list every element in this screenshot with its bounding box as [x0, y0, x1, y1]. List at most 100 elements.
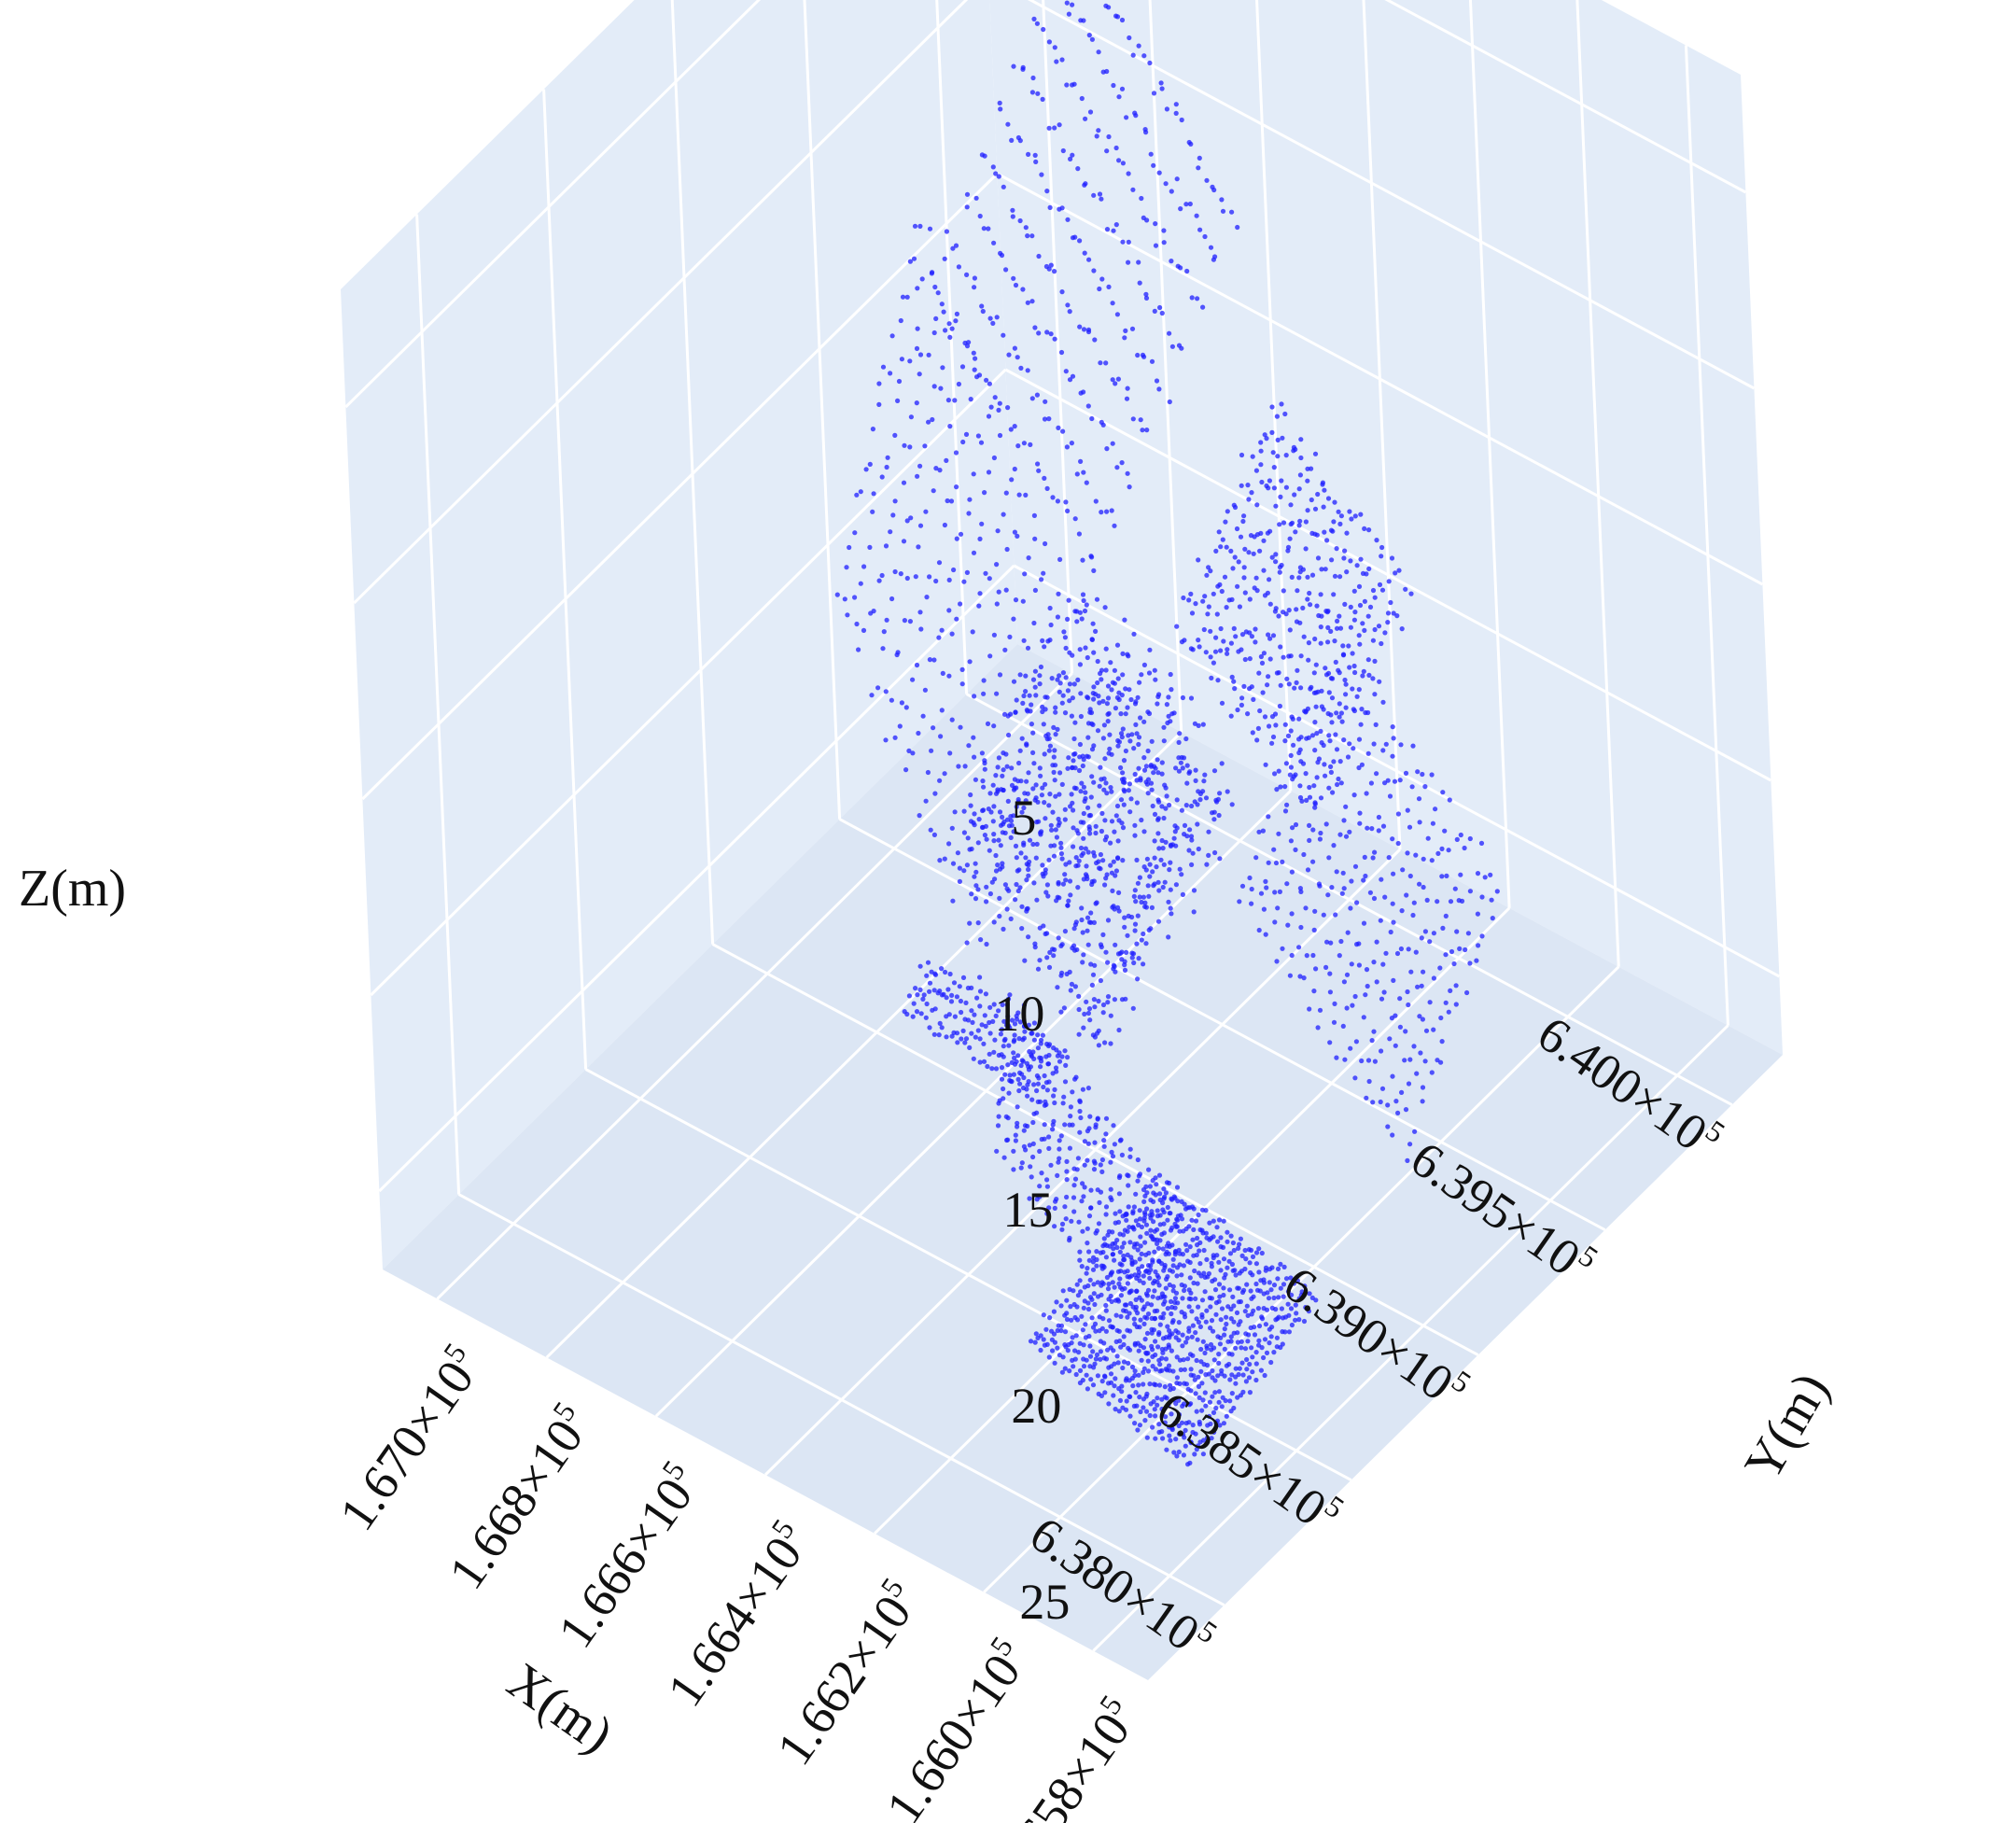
data-point	[1170, 1263, 1176, 1269]
data-point	[1221, 1292, 1226, 1298]
grid-wall-z	[361, 172, 999, 801]
data-point	[949, 825, 955, 831]
data-point	[1236, 559, 1241, 565]
data-point	[1051, 724, 1057, 731]
data-point	[1029, 722, 1034, 727]
data-point	[1114, 465, 1120, 470]
data-point	[973, 356, 978, 361]
data-point	[1388, 929, 1393, 935]
data-point	[1147, 874, 1153, 879]
data-point	[938, 734, 944, 739]
data-point	[1099, 677, 1104, 682]
data-point	[1038, 1037, 1044, 1043]
data-point	[1297, 886, 1303, 891]
data-point	[1216, 812, 1222, 819]
data-point	[1321, 504, 1326, 510]
data-point	[1319, 704, 1324, 709]
data-point	[1068, 1304, 1073, 1310]
data-point	[1248, 1288, 1253, 1294]
data-point	[1065, 765, 1071, 771]
data-point	[1146, 1167, 1152, 1172]
data-point	[1017, 138, 1023, 144]
data-point	[969, 1031, 974, 1036]
data-point	[1001, 1086, 1006, 1092]
data-point	[1030, 677, 1037, 682]
data-point	[1151, 1219, 1156, 1225]
data-point	[1000, 864, 1005, 870]
data-point	[927, 989, 932, 994]
data-point	[1020, 1059, 1026, 1064]
data-point	[1241, 575, 1247, 581]
data-point	[1192, 1268, 1197, 1274]
data-point	[1174, 1375, 1180, 1381]
data-point	[981, 226, 987, 231]
data-point	[1005, 121, 1011, 127]
data-point	[1454, 836, 1460, 843]
data-point	[1273, 722, 1279, 728]
data-point	[979, 303, 985, 309]
data-point	[1121, 777, 1127, 782]
data-point	[1087, 1277, 1093, 1283]
data-point	[1247, 1361, 1253, 1367]
data-point	[1230, 1268, 1236, 1273]
data-point	[1104, 872, 1110, 877]
data-point	[1344, 569, 1350, 575]
data-point	[1134, 1403, 1140, 1409]
data-point	[1076, 858, 1082, 863]
data-point	[1270, 450, 1276, 456]
data-point	[1262, 432, 1267, 438]
data-point	[999, 1065, 1005, 1071]
data-point	[1077, 662, 1083, 667]
data-point	[975, 840, 981, 846]
data-point	[1038, 1347, 1043, 1353]
data-point	[1182, 822, 1188, 829]
data-point	[1155, 1208, 1160, 1213]
data-point	[1443, 952, 1449, 958]
data-point	[964, 272, 970, 277]
data-point	[1035, 1099, 1041, 1104]
data-point	[993, 868, 1000, 874]
data-point	[1395, 840, 1401, 847]
data-point	[1133, 1304, 1139, 1310]
data-point	[1314, 603, 1320, 609]
data-point	[954, 536, 959, 541]
data-point	[1090, 691, 1096, 696]
data-point	[1125, 933, 1130, 938]
data-point	[1062, 710, 1069, 716]
data-point	[1215, 1373, 1221, 1379]
data-point	[1422, 1059, 1428, 1064]
data-point	[1081, 810, 1086, 817]
data-point	[1103, 1131, 1109, 1137]
data-point	[1046, 1205, 1052, 1211]
data-point	[1253, 1250, 1260, 1255]
data-point	[942, 522, 948, 528]
data-point	[1431, 931, 1436, 936]
data-point	[1131, 893, 1137, 900]
data-point	[1359, 707, 1365, 712]
data-point	[1199, 1314, 1205, 1320]
data-point	[1174, 1273, 1180, 1279]
data-point	[1009, 1017, 1015, 1023]
data-point	[1103, 1302, 1109, 1309]
data-point	[1202, 1289, 1208, 1295]
data-point	[1143, 130, 1149, 135]
data-point	[1044, 694, 1050, 700]
data-point	[901, 539, 907, 544]
data-point	[1038, 1064, 1043, 1070]
data-point	[1098, 1162, 1103, 1168]
data-point	[1382, 894, 1388, 900]
data-point	[1419, 935, 1424, 941]
data-point	[1047, 792, 1053, 797]
data-point	[977, 213, 983, 219]
data-point	[1147, 647, 1153, 652]
data-point	[1152, 667, 1157, 673]
data-point	[996, 1008, 1001, 1014]
data-point	[1258, 1367, 1264, 1373]
data-point	[935, 990, 941, 996]
data-point	[913, 574, 918, 580]
data-point	[1192, 799, 1197, 805]
data-point	[1069, 1340, 1074, 1346]
data-point	[883, 737, 889, 743]
data-point	[1153, 1382, 1158, 1388]
data-point	[1224, 605, 1229, 610]
